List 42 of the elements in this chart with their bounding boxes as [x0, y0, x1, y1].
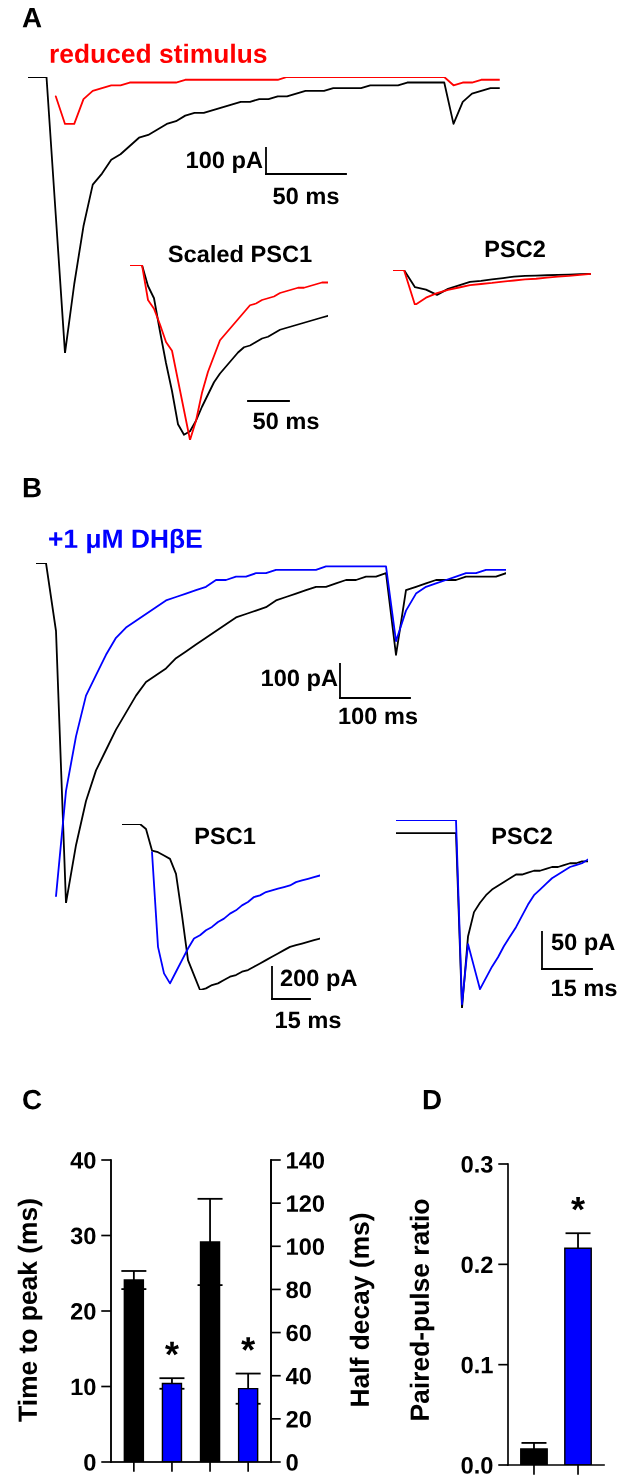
y-tick-label: 0.0: [461, 1457, 493, 1474]
y-tick-label: 0: [84, 1454, 96, 1471]
chart-title: D: [423, 1090, 441, 1110]
annotation: 50 pA: [551, 933, 615, 956]
y2-tick-label: 40: [285, 1367, 311, 1385]
y-tick-label: 20: [70, 1303, 96, 1320]
annotation: 100 pA: [262, 669, 338, 691]
y-tick-label: 0.3: [461, 1156, 493, 1173]
annotation: 50 ms: [253, 412, 319, 430]
y2-tick-label: 140: [287, 1152, 325, 1169]
chart-title: C: [23, 1089, 42, 1110]
annotation: *: [571, 1196, 586, 1211]
y2-tick-label: 60: [286, 1324, 311, 1342]
annotation: *: [165, 1341, 179, 1356]
y2-tick-label: 0: [286, 1454, 298, 1471]
chart-title: PSC1: [195, 827, 256, 845]
y2-tick-label: 80: [286, 1281, 311, 1299]
y2-axis-title: Half decay (ms): [349, 1213, 375, 1406]
y-tick-label: 0.1: [461, 1356, 493, 1374]
chart-title: PSC2: [492, 827, 552, 845]
chart-title: PSC2: [485, 240, 545, 258]
y-axis-title: Paired-pulse ratio: [409, 1199, 435, 1420]
annotation: 100 ms: [339, 707, 418, 725]
annotation: *: [241, 1337, 256, 1351]
annotation: 200 pA: [280, 969, 357, 992]
y2-tick-label: 20: [286, 1410, 311, 1428]
series-label: reduced stimulus: [50, 43, 267, 64]
annotation: 100 pA: [187, 151, 263, 173]
y-tick-label: 10: [71, 1378, 96, 1396]
y-axis-title: Time to peak (ms): [17, 1199, 43, 1422]
text: 15 ms: [276, 1011, 341, 1029]
y2-tick-label: 100: [287, 1238, 325, 1256]
y-tick-label: 30: [70, 1227, 96, 1245]
y-tick-label: 40: [70, 1152, 96, 1169]
annotation: 15 ms: [552, 979, 617, 997]
chart-title: B: [23, 478, 41, 498]
chart-title: Scaled PSC1: [168, 245, 312, 263]
y-tick-label: 0.2: [461, 1256, 493, 1274]
series-label: +1 μM DHβE: [49, 528, 202, 554]
chart-title: A: [22, 8, 42, 28]
y2-tick-label: 120: [287, 1195, 325, 1212]
annotation: 50 ms: [273, 187, 339, 205]
